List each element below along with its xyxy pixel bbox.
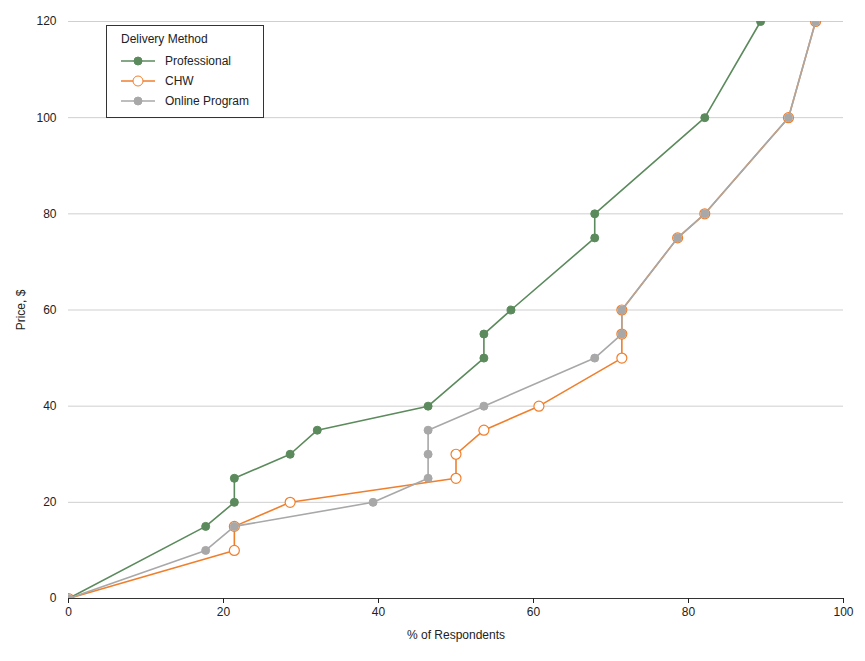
svg-text:40: 40	[43, 399, 57, 413]
svg-text:100: 100	[833, 605, 853, 619]
svg-text:120: 120	[36, 14, 56, 28]
svg-text:80: 80	[43, 207, 57, 221]
html-text:CHW: CHW	[165, 74, 194, 88]
svg-text:60: 60	[43, 303, 57, 317]
html-text:Online Program: Online Program	[165, 94, 249, 108]
html-text:Professional: Professional	[165, 54, 231, 68]
svg-text:20: 20	[43, 495, 57, 509]
svg-text:Price, $: Price, $	[14, 289, 28, 330]
svg-text:0: 0	[65, 605, 72, 619]
svg-text:0: 0	[50, 591, 57, 605]
svg-text:60: 60	[527, 605, 541, 619]
svg-text:% of Respondents: % of Respondents	[407, 628, 505, 642]
svg-text:20: 20	[217, 605, 231, 619]
svg-text:40: 40	[372, 605, 386, 619]
svg-text:80: 80	[682, 605, 696, 619]
svg-text:100: 100	[36, 111, 56, 125]
html-text:Delivery Method: Delivery Method	[121, 32, 208, 46]
